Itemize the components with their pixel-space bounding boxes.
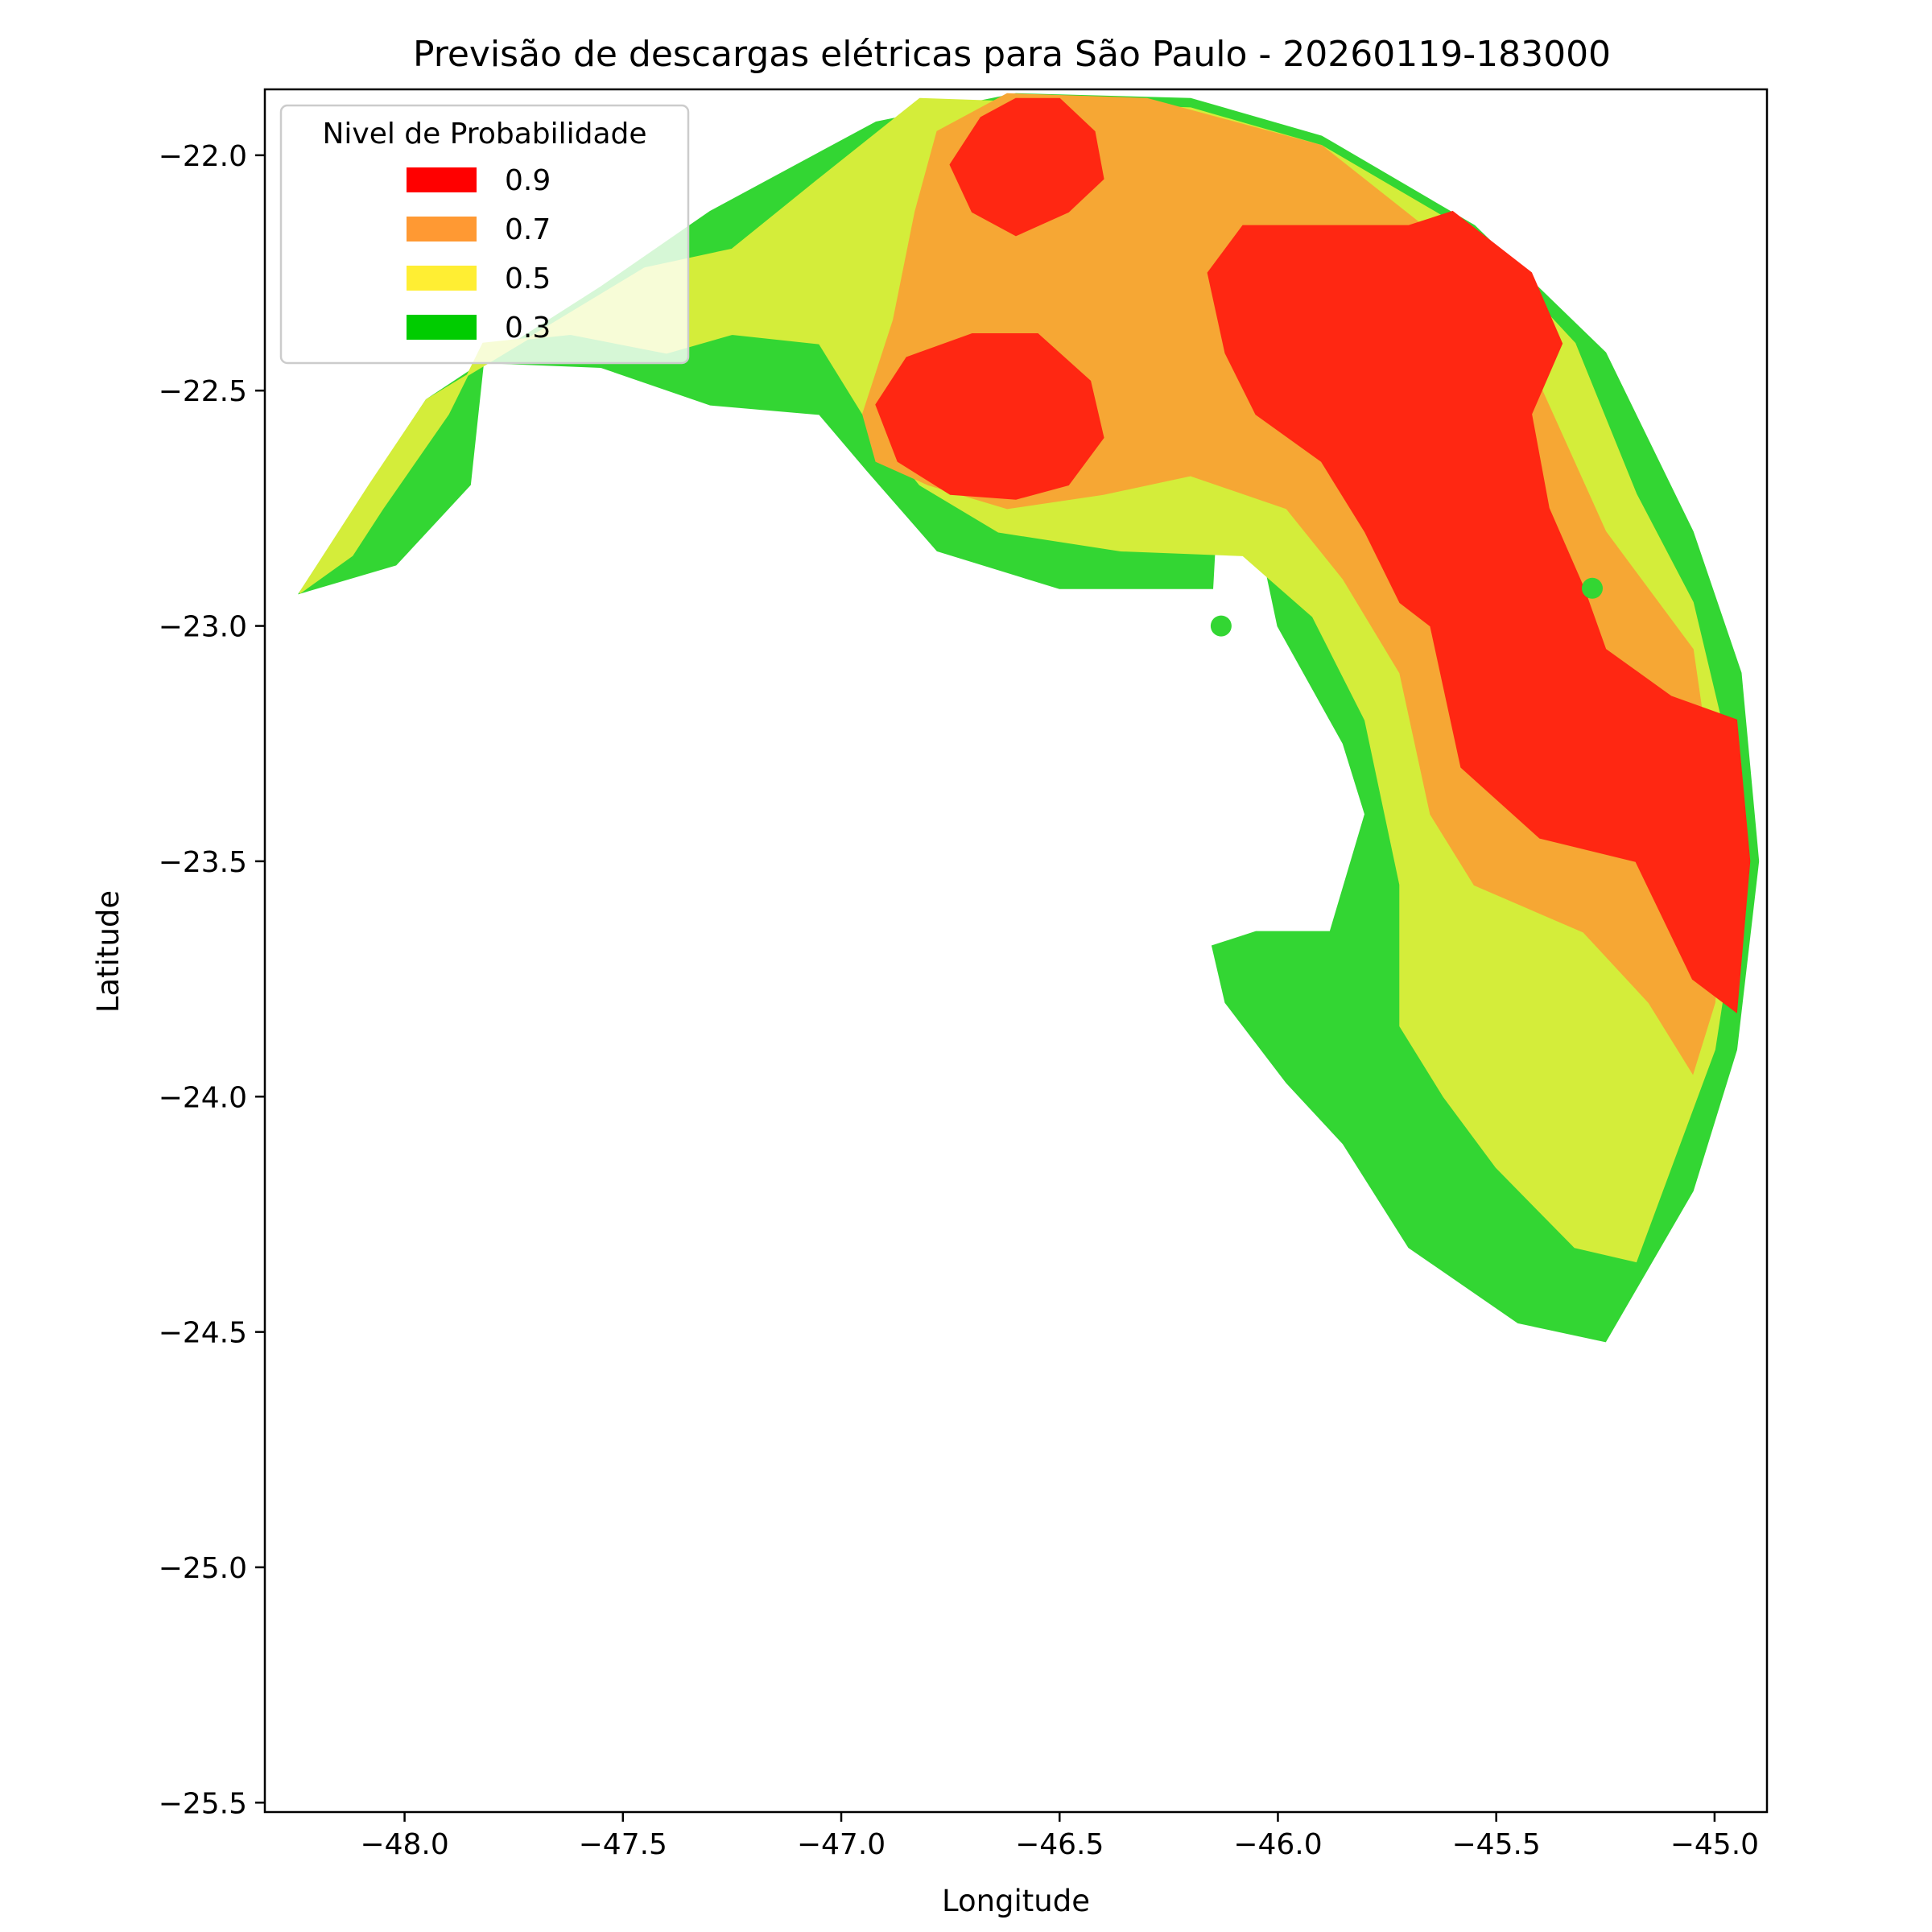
y-tick-label: −24.5 <box>159 1317 247 1350</box>
legend-swatch-0.9 <box>407 167 477 192</box>
y-tick-label: −23.0 <box>159 611 247 644</box>
x-tick-label: −47.5 <box>579 1828 667 1861</box>
x-tick-label: −46.0 <box>1233 1828 1322 1861</box>
y-tick-label: −22.0 <box>159 140 247 173</box>
legend-swatch-0.3 <box>407 315 477 340</box>
legend-label-0.3: 0.3 <box>505 312 551 345</box>
contour-spot-0.3 <box>1582 577 1603 599</box>
plot-frame <box>263 88 1769 1814</box>
x-tick-label: −45.5 <box>1452 1828 1541 1861</box>
contour-spot-0.3 <box>1210 615 1232 637</box>
legend-swatch-0.5 <box>407 266 477 291</box>
x-axis-label: Longitude <box>942 1884 1090 1918</box>
legend-label-0.9: 0.9 <box>505 164 551 197</box>
legend-label-0.7: 0.7 <box>505 213 551 246</box>
contour-region-0.9 <box>949 97 1104 237</box>
contour-region-0.9 <box>875 333 1104 500</box>
y-tick-label: −22.5 <box>159 375 247 408</box>
x-tick-label: −47.0 <box>797 1828 886 1861</box>
legend-entries: 0.9 0.7 0.5 0.3 <box>407 164 551 345</box>
legend-box <box>279 104 690 365</box>
legend-title: Nivel de Probabilidade <box>322 118 646 151</box>
plot-area <box>298 93 1760 1343</box>
x-tick-label: −45.0 <box>1670 1828 1759 1861</box>
y-tick-label: −23.5 <box>159 846 247 879</box>
x-tick-label: −48.0 <box>360 1828 448 1861</box>
contour-region-0.9 <box>1207 210 1751 1013</box>
y-axis-label: Latitude <box>91 890 126 1013</box>
y-tick-label: −24.0 <box>159 1081 247 1114</box>
x-axis: −48.0 −47.5 −47.0 −46.5 −46.0 −45.5 −45.0 <box>360 1812 1759 1861</box>
legend-swatch-0.7 <box>407 217 477 242</box>
y-axis: −22.0 −22.5 −23.0 −23.5 −24.0 −24.5 −25.0 −25.5 <box>159 140 265 1820</box>
x-tick-label: −46.5 <box>1015 1828 1104 1861</box>
y-tick-label: −25.5 <box>159 1787 247 1820</box>
legend: Nivel de Probabilidade 0.9 0.7 0.5 0.3 <box>279 104 690 365</box>
legend-label-0.5: 0.5 <box>505 262 551 295</box>
chart-title: Previsão de descargas elétricas para São… <box>413 34 1611 75</box>
y-tick-label: −25.0 <box>159 1552 247 1585</box>
